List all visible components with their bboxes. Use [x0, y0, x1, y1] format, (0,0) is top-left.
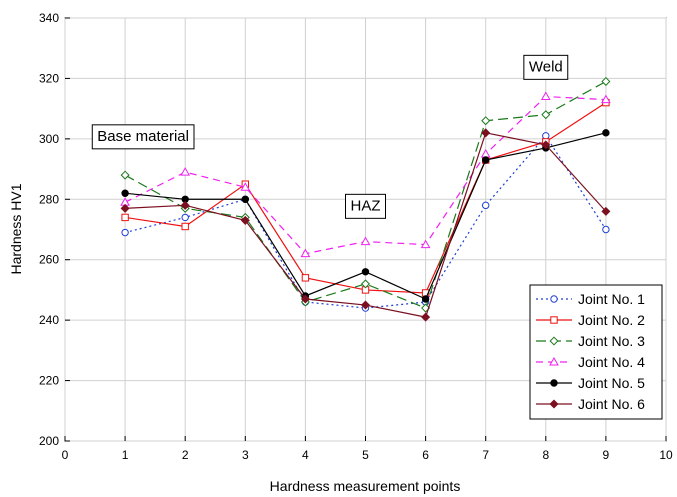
data-point: [602, 129, 610, 137]
data-point: [360, 300, 371, 310]
legend-label: Joint No. 2: [578, 312, 645, 328]
series-6: [120, 128, 611, 322]
legend-item-2: Joint No. 2: [536, 312, 645, 328]
x-tick-label: 5: [362, 448, 369, 462]
x-tick-label: 8: [542, 448, 549, 462]
data-point: [181, 213, 189, 222]
data-point: [181, 222, 189, 231]
legend-label: Joint No. 1: [578, 291, 645, 307]
data-point: [602, 225, 610, 234]
data-point: [601, 206, 611, 216]
annotation-3: Weld: [523, 54, 569, 80]
data-point: [180, 167, 191, 176]
annotation-text: Base material: [97, 128, 189, 145]
x-tick-label: 6: [422, 448, 429, 462]
annotation-text: Weld: [529, 58, 563, 75]
x-tick-label: 2: [182, 448, 189, 462]
data-point: [481, 128, 491, 138]
data-point: [601, 76, 611, 86]
legend-marker: [549, 399, 559, 409]
y-tick-label: 240: [39, 313, 59, 327]
data-point: [541, 140, 551, 150]
data-point: [420, 239, 431, 249]
annotations: Base material HAZ Weld: [91, 54, 569, 219]
legend-label: Joint No. 4: [578, 354, 645, 370]
data-point: [300, 294, 310, 304]
annotation-box: [345, 193, 386, 219]
data-point: [482, 156, 490, 164]
y-ticks: 200 220 240 260 280 300 320 340: [39, 11, 70, 448]
data-point: [360, 236, 371, 246]
legend-box: [529, 284, 663, 420]
annotation-box: [523, 54, 569, 80]
x-ticks: 0 1 2 3 4 5 6 7 8 9 10: [62, 436, 673, 462]
series-4: [120, 91, 611, 258]
legend-item-4: Joint No. 4: [536, 354, 645, 370]
legend-marker: [549, 356, 559, 366]
data-point: [540, 91, 551, 101]
x-tick-label: 4: [302, 448, 309, 462]
annotation-1: Base material: [91, 124, 195, 150]
data-point: [601, 94, 611, 104]
y-tick-label: 320: [39, 71, 59, 85]
data-point: [481, 116, 491, 126]
data-point: [542, 132, 550, 140]
y-tick-label: 340: [39, 11, 59, 25]
legend-item-3: Joint No. 3: [536, 333, 645, 349]
data-point: [541, 110, 551, 120]
data-point: [241, 195, 250, 203]
data-point: [120, 170, 130, 180]
legend-item-1: Joint No. 1: [536, 291, 645, 307]
legend-marker: [549, 336, 559, 346]
data-point: [421, 312, 431, 322]
data-point: [301, 274, 310, 282]
series-group: [120, 76, 611, 322]
data-point: [300, 248, 311, 258]
x-axis-label: Hardness measurement points: [270, 478, 461, 494]
data-point: [361, 268, 370, 276]
data-point: [121, 213, 129, 222]
annotation-2: HAZ: [345, 193, 386, 219]
x-tick-label: 0: [62, 448, 69, 462]
legend-marker: [550, 316, 558, 324]
y-tick-label: 220: [39, 374, 59, 388]
data-point: [120, 203, 130, 213]
legend-item-5: Joint No. 5: [536, 375, 645, 391]
x-tick-label: 7: [482, 448, 489, 462]
data-point: [482, 201, 490, 210]
x-tick-label: 3: [242, 448, 249, 462]
data-point: [180, 200, 190, 210]
data-point: [121, 228, 129, 237]
data-point: [360, 279, 371, 289]
annotation-box: [91, 124, 195, 150]
x-tick-label: 10: [659, 448, 673, 462]
legend-marker: [550, 295, 558, 303]
y-tick-label: 260: [39, 253, 59, 267]
y-tick-label: 200: [39, 434, 59, 448]
y-tick-label: 300: [39, 132, 59, 146]
y-tick-label: 280: [39, 192, 59, 206]
x-tick-label: 9: [603, 448, 610, 462]
annotation-text: HAZ: [351, 197, 381, 214]
data-point: [240, 215, 250, 225]
data-point: [121, 189, 129, 197]
legend-marker: [550, 379, 558, 387]
y-axis-label: Hardness HV1: [8, 183, 24, 274]
data-point: [421, 303, 431, 313]
data-point: [421, 295, 430, 303]
legend-label: Joint No. 3: [578, 333, 645, 349]
legend-item-6: Joint No. 6: [536, 396, 645, 412]
x-tick-label: 1: [122, 448, 129, 462]
legend-label: Joint No. 6: [578, 396, 645, 412]
data-point: [240, 182, 251, 191]
legend: Joint No. 1 Joint No. 2 Joint No. 3 Joint N…: [529, 284, 663, 420]
legend-label: Joint No. 5: [578, 375, 645, 391]
